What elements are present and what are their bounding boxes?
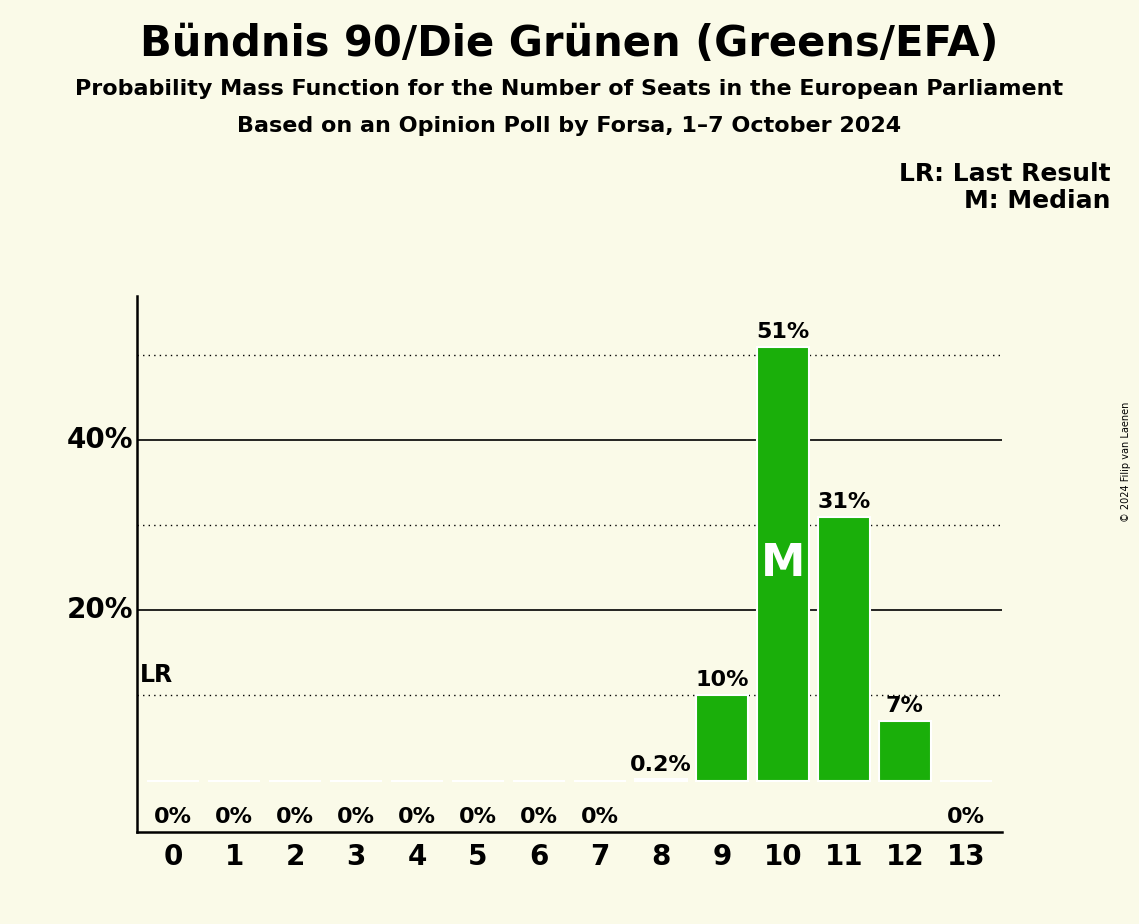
Text: 0%: 0% (337, 808, 375, 827)
Text: LR: LR (140, 663, 173, 687)
Text: 0.2%: 0.2% (630, 755, 691, 774)
Text: 0%: 0% (399, 808, 436, 827)
Bar (818, 517, 870, 781)
Text: Based on an Opinion Poll by Forsa, 1–7 October 2024: Based on an Opinion Poll by Forsa, 1–7 O… (237, 116, 902, 136)
Text: M: M (761, 542, 805, 585)
Text: 0%: 0% (521, 808, 558, 827)
Bar (636, 779, 687, 781)
Text: 0%: 0% (154, 808, 192, 827)
Text: 0%: 0% (581, 808, 618, 827)
Text: 0%: 0% (215, 808, 253, 827)
Text: Bündnis 90/Die Grünen (Greens/EFA): Bündnis 90/Die Grünen (Greens/EFA) (140, 23, 999, 65)
Bar (757, 346, 809, 781)
Text: 20%: 20% (67, 596, 133, 625)
Text: 0%: 0% (459, 808, 497, 827)
Text: 7%: 7% (886, 696, 924, 716)
Text: 31%: 31% (817, 492, 870, 512)
Text: 0%: 0% (947, 808, 985, 827)
Text: 51%: 51% (756, 322, 810, 342)
Text: 10%: 10% (695, 671, 748, 690)
Bar (879, 721, 931, 781)
Bar (696, 696, 748, 781)
Text: M: Median: M: Median (964, 189, 1111, 213)
Text: © 2024 Filip van Laenen: © 2024 Filip van Laenen (1121, 402, 1131, 522)
Text: 0%: 0% (276, 808, 314, 827)
Text: LR: Last Result: LR: Last Result (899, 162, 1111, 186)
Text: Probability Mass Function for the Number of Seats in the European Parliament: Probability Mass Function for the Number… (75, 79, 1064, 99)
Text: 40%: 40% (67, 426, 133, 455)
